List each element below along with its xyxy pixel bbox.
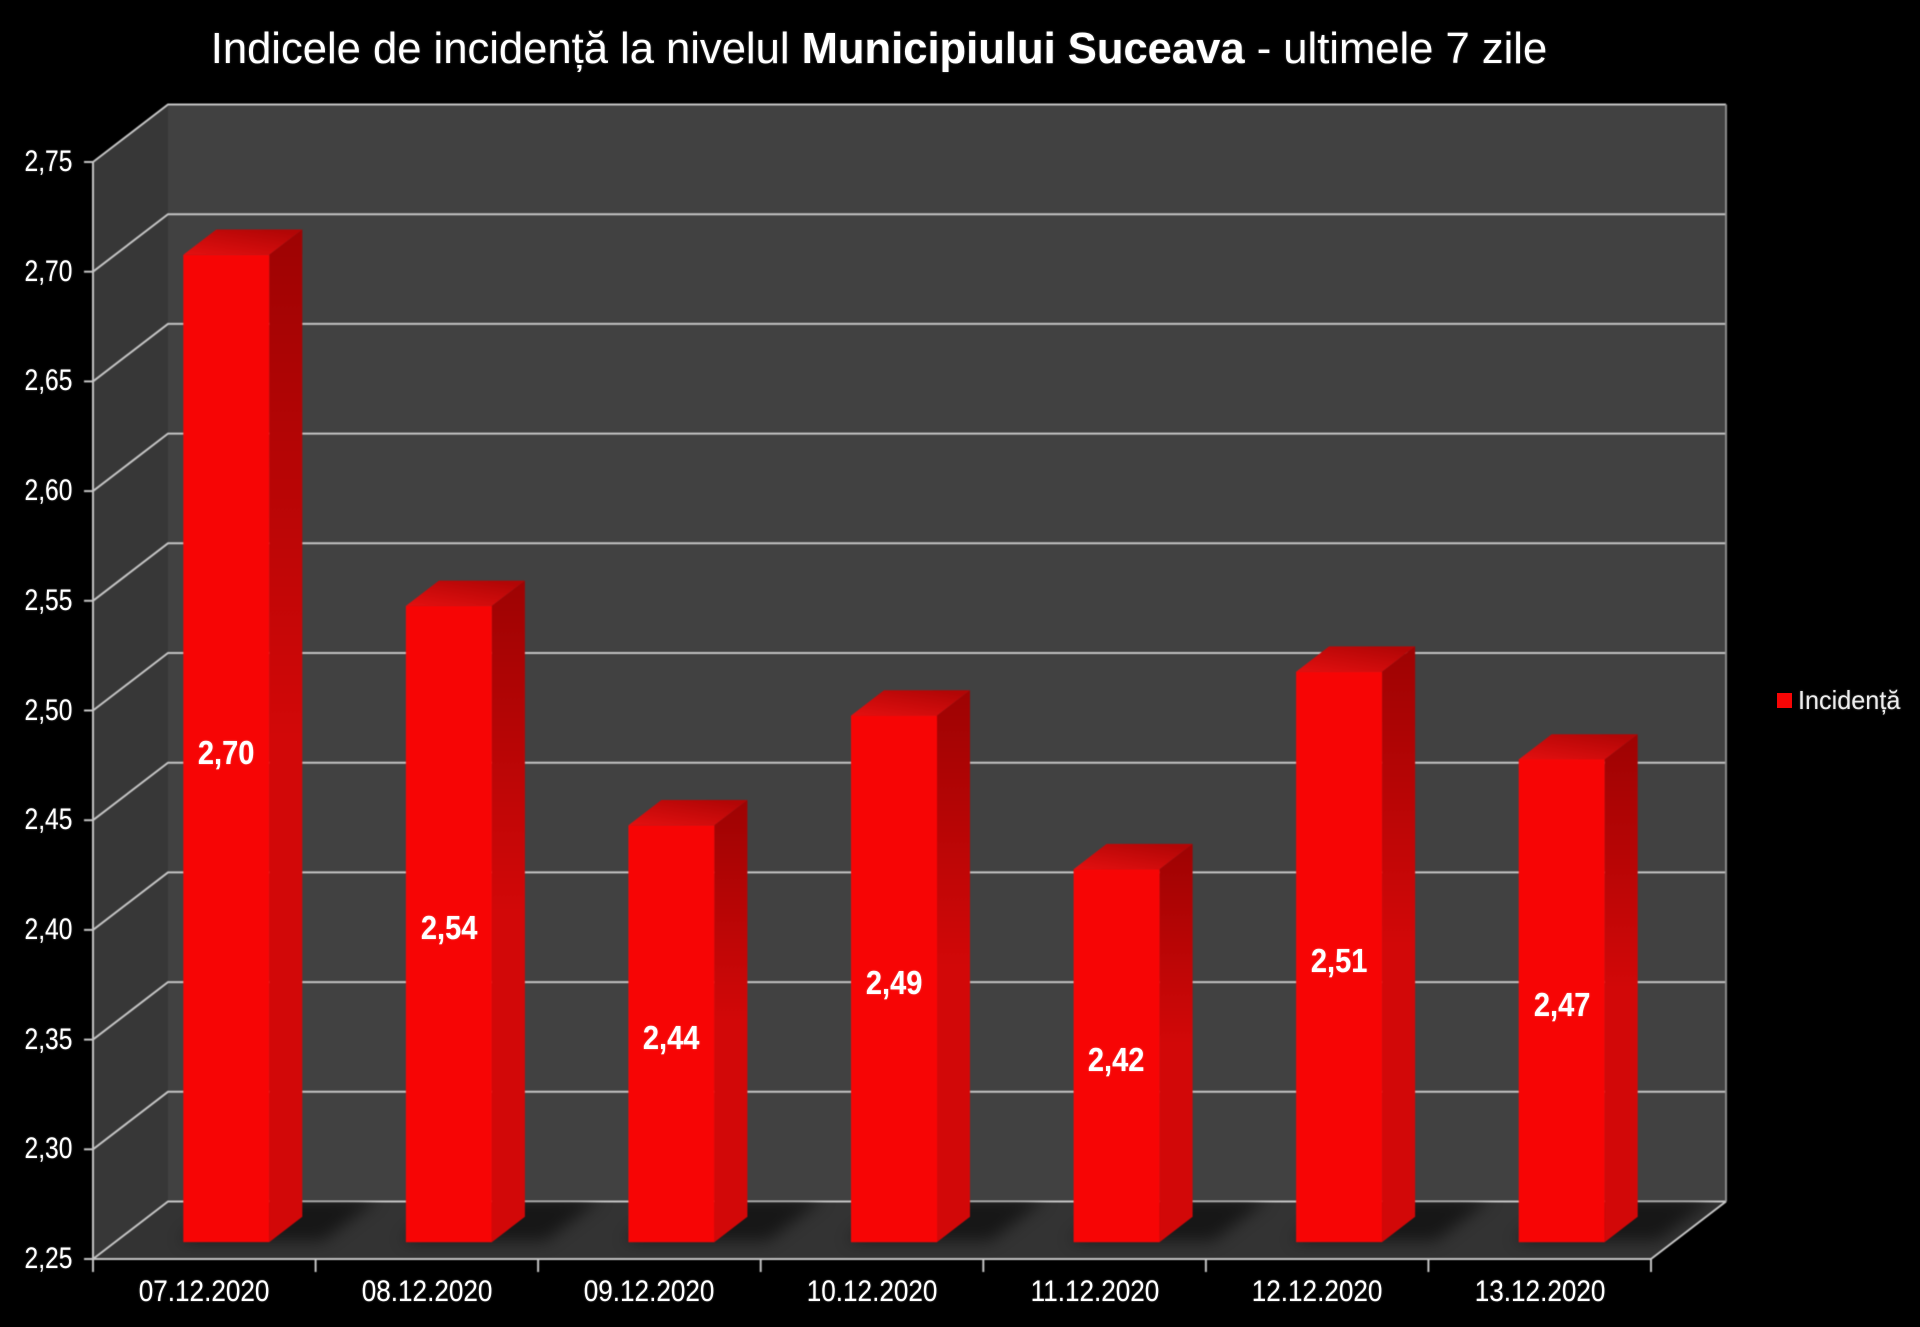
bar-top-face [1073, 843, 1193, 870]
legend-label: Incidență [1798, 685, 1901, 715]
bar-front-face [628, 825, 715, 1243]
bar [851, 690, 970, 1243]
category-label: 10.12.2020 [806, 1275, 938, 1308]
ytick-label: 2,60 [24, 474, 72, 508]
bar-top-face [628, 800, 748, 826]
legend-marker-incidenta [1777, 692, 1792, 708]
chart-title-emphasis: Municipiului Suceava [801, 24, 1245, 73]
bar [1296, 646, 1416, 1243]
bars [183, 229, 1638, 1243]
ytick-label: 2,25 [24, 1242, 72, 1275]
bar-side-face [1382, 646, 1416, 1243]
bar-front-face [851, 715, 937, 1243]
bar-front-face [405, 605, 492, 1243]
category-label: 07.12.2020 [138, 1275, 270, 1308]
ytick-label: 2,45 [24, 803, 72, 837]
bar-value-label: 2,54 [420, 909, 478, 946]
bar-front-face [1518, 759, 1605, 1243]
bar-side-face [269, 229, 303, 1243]
bar [628, 800, 748, 1243]
bar [405, 580, 525, 1243]
bar [183, 229, 303, 1243]
bar-top-face [405, 580, 525, 606]
bar-top-face [851, 690, 970, 716]
category-label: 12.12.2020 [1251, 1275, 1383, 1308]
ytick-label: 2,75 [24, 145, 72, 178]
bar-value-label: 2,70 [198, 733, 255, 771]
bar-front-face [183, 254, 270, 1243]
ytick-label: 2,50 [24, 693, 72, 727]
axis-ticks [84, 161, 1652, 1272]
chart-title-text: Indicele de incidență la nivelul Municip… [211, 24, 1547, 74]
gridlines [92, 103, 1726, 1260]
bar-top-face [1296, 646, 1416, 672]
bar [1073, 843, 1193, 1243]
chart-title-prefix: Indicele de incidență la nivelul [210, 24, 802, 73]
bar-top-face [183, 229, 303, 255]
bar-value-label: 2,49 [865, 963, 923, 1001]
bar-front-face [1073, 869, 1160, 1243]
bar-side-face [491, 580, 525, 1243]
category-label: 09.12.2020 [584, 1275, 715, 1308]
ytick-label: 2,35 [24, 1022, 72, 1056]
category-label: 08.12.2020 [361, 1275, 493, 1308]
bar [1518, 734, 1638, 1243]
bar-front-face [1296, 671, 1383, 1243]
bar-side-face [937, 690, 970, 1243]
ytick-label: 2,40 [24, 912, 72, 946]
bar-value-label: 2,42 [1088, 1040, 1145, 1078]
legend: Incidență [1777, 683, 1904, 717]
category-label: 11.12.2020 [1030, 1275, 1159, 1308]
bar-side-face [714, 800, 748, 1243]
category-label: 13.12.2020 [1474, 1275, 1606, 1308]
axis-lines [92, 104, 1727, 1260]
bar-top-face [1518, 734, 1638, 760]
bar-value-label: 2,51 [1310, 941, 1368, 979]
chart-title-suffix: - ultimele 7 zile [1244, 24, 1548, 73]
bar-side-face [1159, 843, 1193, 1243]
ytick-label: 2,65 [24, 364, 72, 398]
bar-value-label: 2,44 [643, 1018, 700, 1056]
bar-value-label: 2,47 [1533, 985, 1590, 1023]
bar-side-face [1604, 734, 1638, 1243]
ytick-label: 2,70 [24, 254, 72, 288]
chart-title: Indicele de incidență la nivelul Municip… [0, 24, 1758, 74]
ytick-label: 2,55 [24, 583, 72, 617]
ytick-label: 2,30 [24, 1132, 72, 1166]
